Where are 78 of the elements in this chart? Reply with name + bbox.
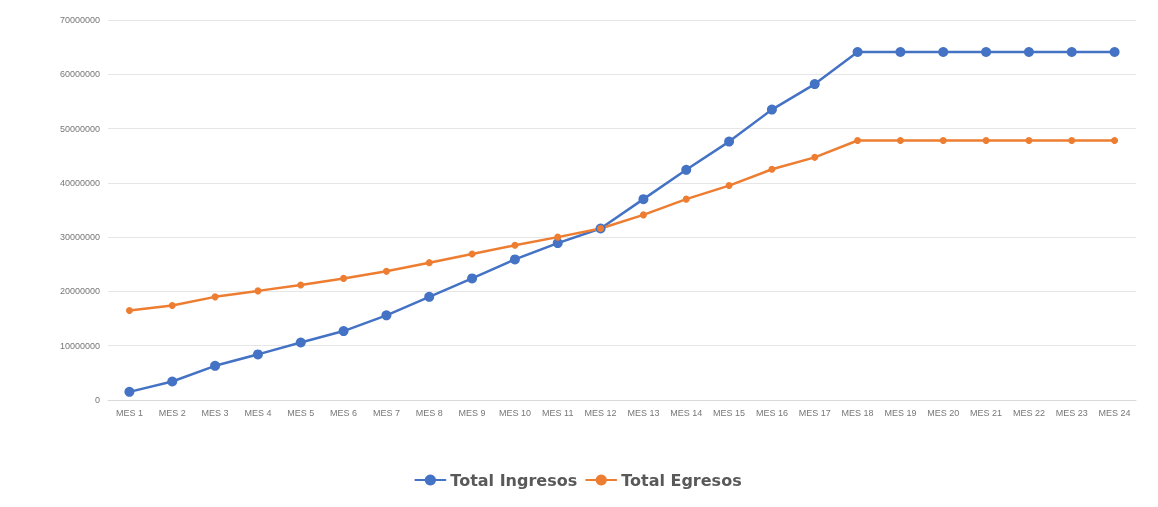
point [424,291,435,302]
point [254,287,262,295]
x-tick-label: MES 7 [372,407,400,418]
x-tick-label: MES 20 [927,407,960,418]
y-tick-label: 30000000 [59,232,100,243]
point [938,47,949,58]
x-tick-label: MES 12 [584,407,617,418]
point [1025,137,1033,145]
point [211,293,219,301]
point [982,137,990,145]
x-tick-label: MES 18 [841,407,874,418]
y-tick-label: 70000000 [59,15,100,25]
x-tick-label: MES 11 [542,407,574,418]
point [167,376,178,387]
point [811,153,819,161]
y-tick-label: 40000000 [59,177,100,188]
x-tick-label: MES 24 [1098,407,1131,418]
point [124,386,135,397]
x-tick-label: MES 5 [287,407,315,418]
point [768,165,776,173]
point [1023,47,1034,58]
point [1111,137,1119,145]
x-tick-label: MES 4 [244,407,272,418]
point [639,211,647,219]
x-tick-label: MES 16 [755,407,788,418]
legend-label: Total Ingresos [450,470,578,490]
point [981,47,992,58]
point [939,137,947,145]
x-tick-label: MES 3 [201,407,229,418]
point [681,164,692,175]
point [338,326,349,337]
point [381,310,392,321]
y-tick-label: 60000000 [59,69,100,80]
point [297,281,305,289]
point [809,79,820,90]
x-tick-label: MES 9 [458,407,486,418]
y-tick-label: 20000000 [59,286,100,297]
x-tick-label: MES 8 [415,407,443,418]
point [210,360,221,371]
point [638,194,649,205]
y-tick-label: 50000000 [59,123,100,134]
y-tick-label: 10000000 [59,340,100,351]
point [425,259,433,267]
point [895,47,906,58]
point [1109,47,1120,58]
point [467,273,478,284]
x-tick-label: MES 15 [713,407,746,418]
point [168,302,176,310]
x-tick-label: MES 14 [670,407,703,418]
point [340,274,348,282]
point [382,267,390,275]
point [896,137,904,145]
x-tick-label: MES 6 [330,407,358,418]
x-tick-label: MES 13 [627,407,660,418]
point [682,195,690,203]
x-tick-label: MES 2 [158,407,186,418]
point [125,306,133,314]
point [509,254,520,265]
point [252,349,263,360]
x-tick-label: MES 21 [970,407,1003,418]
point [1068,137,1076,145]
x-tick-label: MES 1 [115,407,143,418]
point [725,182,733,190]
legend-label: Total Egresos [621,470,742,490]
point [511,241,519,249]
y-tick-label: 0 [94,395,100,405]
point [766,104,777,115]
x-tick-label: MES 22 [1012,407,1045,418]
point [852,47,863,58]
point [1066,47,1077,58]
point [724,136,735,147]
x-tick-label: MES 23 [1055,407,1088,418]
point [554,233,562,241]
x-tick-label: MES 10 [498,407,531,418]
x-tick-label: MES 17 [798,407,831,418]
point [295,337,306,348]
point [854,137,862,145]
x-tick-label: MES 19 [884,407,917,418]
